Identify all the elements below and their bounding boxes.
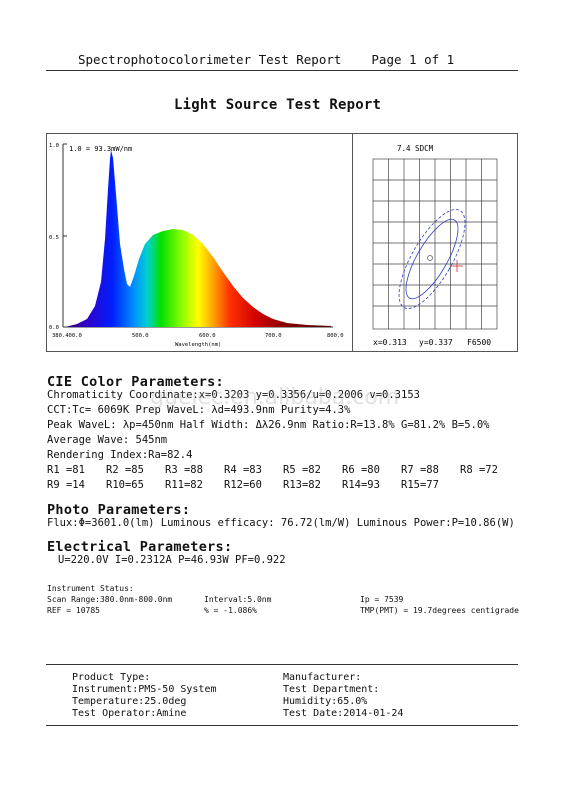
photo-flux-line: Flux:Φ=3601.0(lm) Luminous efficacy: 76.… (47, 517, 515, 529)
report-header: Spectrophotocolorimeter Test Report Page … (78, 52, 454, 67)
electrical-values: U=220.0V I=0.2312A P=46.93W PF=0.922 (58, 554, 286, 566)
cie-rendering-index: Rendering Index:Ra=82.4 (47, 449, 193, 461)
cie-peak-line: Peak WaveL: λp=450nm Half Width: Δλ26.9n… (47, 419, 490, 431)
humidity: Humidity:65.0% (283, 696, 368, 707)
x-tick-3: 600.0 (199, 333, 216, 339)
sdcm-ellipse-inner (405, 218, 459, 300)
report-header-title: Spectrophotocolorimeter Test Report (78, 52, 342, 67)
test-department: Test Department: (283, 684, 380, 695)
cie-average-wave: Average Wave: 545nm (47, 434, 168, 446)
measured-point (427, 255, 433, 261)
r-value: R12=60 (224, 479, 262, 491)
header-divider (46, 70, 518, 71)
x-tick-1: 380.400.0 (52, 333, 82, 339)
sdcm-ellipse-outer (398, 209, 466, 309)
spectrum-curve (65, 150, 331, 327)
watermark: gueiec.en.alibaba.com (150, 385, 400, 410)
x-tick-5: 800.0 (327, 333, 344, 339)
spectrum-chart: 1.0 0.5 0.0 1.0 = 93.3mW/nm 380.400.0 50… (49, 143, 344, 348)
peak-label: 1.0 = 93.3mW/nm (69, 145, 132, 153)
ip-value: Ip = 7539 (360, 595, 404, 604)
x-tick-2: 500.0 (132, 333, 149, 339)
x-axis-label: Wavelength(nm) (175, 342, 221, 348)
r-value: R13=82 (283, 479, 321, 491)
scan-range: Scan Range:380.0nm-800.0nm (47, 595, 173, 604)
instrument-heading: Instrument Status: (47, 584, 134, 593)
r-value: R9 =14 (47, 479, 85, 491)
r-value: R6 =80 (342, 464, 380, 476)
x-coordinate: x=0.313 (373, 338, 407, 347)
r-value: R11=82 (165, 479, 203, 491)
percent-value: % = -1.086% (204, 606, 257, 615)
y-tick-mid: 0.5 (49, 235, 59, 241)
bottom-divider (46, 725, 518, 726)
cie-cct-line: CCT:Tc= 6069K Prep WaveL: λd=493.9nm Pur… (47, 404, 351, 416)
page-title: Light Source Test Report (174, 97, 382, 113)
photo-heading: Photo Parameters: (47, 502, 191, 518)
pmt-temperature: TMP(PMT) = 19.7degrees centigrade (360, 606, 519, 615)
y-tick-bottom: 0.0 (49, 325, 59, 331)
y-coordinate: y=0.337 (419, 338, 453, 347)
test-operator: Test Operator:Amine (72, 708, 187, 719)
r-value: R10=65 (106, 479, 144, 491)
chromaticity-grid (372, 158, 498, 330)
temperature: Temperature:25.0deg (72, 696, 187, 707)
reference-standard: F6500 (467, 338, 491, 347)
r-value: R4 =83 (224, 464, 262, 476)
manufacturer: Manufacturer: (283, 672, 362, 683)
figure-divider (352, 134, 353, 351)
r-value: R8 =72 (460, 464, 498, 476)
product-type: Product Type: (72, 672, 151, 683)
reference-marker (451, 260, 463, 272)
r-value: R7 =88 (401, 464, 439, 476)
scan-interval: Interval:5.0nm (204, 595, 272, 604)
x-tick-4: 700.0 (265, 333, 282, 339)
r-value: R14=93 (342, 479, 380, 491)
page-indicator: Page 1 of 1 (371, 52, 455, 67)
r-value: R1 =81 (47, 464, 85, 476)
r-value: R15=77 (401, 479, 439, 491)
figure-panel: 1.0 0.5 0.0 1.0 = 93.3mW/nm 380.400.0 50… (46, 133, 518, 352)
r-value: R2 =85 (106, 464, 144, 476)
cie-chromaticity-line: Chromaticity Coordinate:x=0.3203 y=0.335… (47, 389, 420, 401)
test-date: Test Date:2014-01-24 (283, 708, 404, 719)
sdcm-label: 7.4 SDCM (397, 144, 434, 153)
cie-heading: CIE Color Parameters: (47, 374, 224, 390)
y-tick-top: 1.0 (49, 143, 59, 149)
r-value: R5 =82 (283, 464, 321, 476)
r-value: R3 =88 (165, 464, 203, 476)
electrical-heading: Electrical Parameters: (47, 539, 233, 555)
chromaticity-diagram: 7.4 SDCM x=0.313 y=0.337 F6500 (372, 144, 498, 347)
instrument-name: Instrument:PMS-50 System (72, 684, 217, 695)
ref-value: REF = 10785 (47, 606, 100, 615)
footer-divider (46, 664, 518, 665)
